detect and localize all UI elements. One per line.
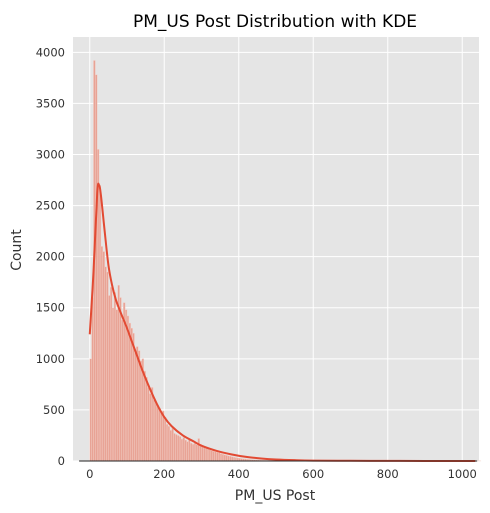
histogram-bar: [143, 370, 146, 462]
histogram-bar: [177, 435, 180, 462]
x-tick-label: 800: [377, 467, 399, 481]
histogram-bar: [124, 309, 128, 462]
histogram-bar: [182, 437, 185, 462]
histogram-bar: [186, 441, 189, 462]
histogram-bar: [104, 266, 107, 462]
histogram-bar: [156, 405, 159, 462]
y-tick-label: 2000: [36, 250, 65, 264]
histogram-bar: [171, 428, 174, 462]
histogram-bar: [201, 445, 204, 462]
x-tick-label: 1000: [448, 467, 477, 481]
histogram-bar: [139, 360, 143, 462]
histogram-bar: [147, 387, 150, 462]
histogram-bar: [223, 454, 226, 462]
histogram-bar: [132, 333, 135, 462]
histogram-bar: [178, 436, 182, 462]
histogram-bar: [151, 387, 154, 462]
histogram-bar: [208, 449, 212, 462]
y-axis-label: Count: [9, 229, 25, 271]
histogram-bar: [98, 190, 102, 462]
y-tick-label: 0: [58, 454, 65, 468]
histogram-bar: [210, 450, 213, 462]
histogram-bar: [95, 74, 98, 462]
y-tick-label: 3500: [36, 96, 65, 110]
histogram-bar: [137, 350, 141, 462]
histogram-bar: [119, 297, 122, 462]
histogram-bar: [167, 426, 171, 462]
x-tick-label: 400: [228, 467, 250, 481]
y-tick-label: 4000: [36, 45, 65, 59]
histogram-bar: [160, 411, 163, 462]
histogram-bar: [106, 271, 109, 462]
histogram-bar: [130, 327, 133, 462]
y-tick-label: 2500: [36, 199, 65, 213]
histogram-bar: [195, 444, 198, 462]
histogram-bar: [162, 410, 165, 462]
histogram-bar: [91, 297, 94, 462]
chart-title: PM_US Post Distribution with KDE: [133, 12, 417, 32]
histogram-bar: [227, 455, 230, 462]
histogram-bar: [126, 315, 130, 462]
histogram-bar: [229, 456, 232, 462]
x-tick-label: 600: [302, 467, 324, 481]
histogram-bar: [190, 442, 193, 462]
histogram-bar: [234, 457, 238, 462]
x-tick-label: 0: [86, 467, 93, 481]
y-tick-label: 500: [43, 403, 65, 417]
histogram-bar: [206, 448, 210, 462]
histogram-bar: [111, 307, 115, 462]
histogram-bar: [128, 322, 131, 462]
histogram-bar: [123, 302, 126, 462]
histogram-bar: [108, 295, 111, 462]
histogram-bar: [102, 251, 105, 462]
histogram-bar: [205, 447, 208, 462]
y-tick-label: 1000: [36, 352, 65, 366]
histogram-bar: [152, 399, 156, 462]
histogram-bar: [221, 454, 225, 462]
x-tick-labels: 0 200 400 600 800 1000: [86, 467, 477, 481]
histogram-bar: [214, 451, 217, 462]
histogram-bar: [180, 438, 184, 462]
histogram-bar: [89, 358, 92, 462]
histogram-bar: [145, 377, 148, 462]
histogram-bar: [188, 439, 191, 462]
histogram-bar: [110, 287, 113, 462]
y-tick-label: 1500: [36, 301, 65, 315]
histogram-bar: [203, 446, 206, 462]
histogram-bar: [175, 434, 178, 462]
histogram-bar: [121, 319, 124, 462]
histogram-bar: [216, 452, 219, 462]
histogram-bar: [149, 393, 152, 462]
histogram-bar: [197, 438, 200, 462]
kde-curve: [88, 182, 476, 463]
histogram-bar: [169, 430, 172, 462]
histogram-bar: [219, 453, 223, 462]
histogram-bar: [154, 401, 158, 462]
x-tick-label: 200: [153, 467, 175, 481]
histogram-bar: [231, 456, 234, 462]
histogram-bar: [115, 309, 118, 462]
histogram-bar: [218, 452, 221, 462]
histogram-bar: [212, 451, 215, 462]
histogram-bar: [136, 346, 139, 462]
histogram-bar: [113, 292, 117, 462]
histogram-bar: [225, 455, 228, 462]
histogram-bar: [191, 443, 195, 462]
histogram-bar: [164, 416, 167, 462]
y-tick-labels: 0 500 1000 1500 2000 2500 3000 3500 4000: [36, 45, 65, 468]
histogram-bar: [134, 352, 137, 462]
histogram-bar: [165, 424, 169, 462]
histogram-bar: [199, 443, 202, 462]
histogram-bar: [193, 442, 197, 462]
histogram-bar: [184, 439, 187, 462]
histogram-bar: [158, 407, 161, 462]
y-tick-label: 3000: [36, 147, 65, 161]
histogram-bar: [173, 433, 176, 462]
x-axis-label: PM_US Post: [235, 488, 316, 504]
histogram-bar: [232, 456, 236, 462]
histogram-bar: [100, 246, 103, 462]
